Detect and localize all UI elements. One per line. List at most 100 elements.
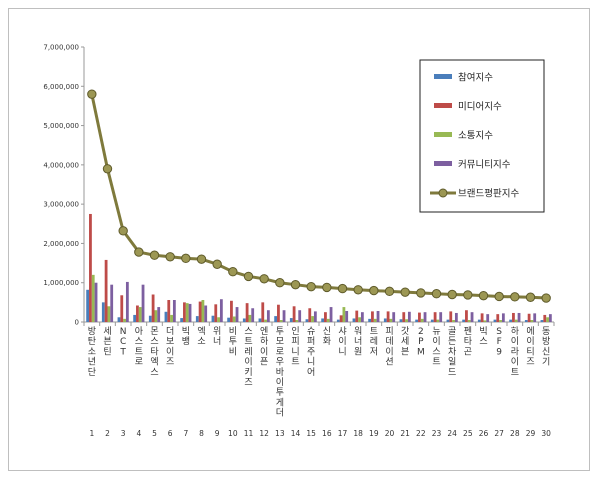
legend-label: 미디어지수 <box>458 102 502 113</box>
bar <box>345 311 349 322</box>
bar <box>342 307 346 322</box>
bar <box>86 289 90 322</box>
bar <box>324 312 327 322</box>
x-category-number: 11 <box>244 429 254 438</box>
bar <box>423 312 427 322</box>
bar <box>352 318 356 322</box>
bar <box>439 312 443 322</box>
y-tick-label: 3,000,000 <box>43 201 79 209</box>
y-tick-label: 7,000,000 <box>43 44 79 52</box>
brand-index-point <box>353 285 363 295</box>
bar <box>157 307 161 322</box>
bar <box>496 314 500 322</box>
bar <box>420 318 424 322</box>
brand-index-point <box>290 279 301 290</box>
x-category-number: 13 <box>275 429 285 438</box>
bar <box>110 284 114 322</box>
y-tick-label: 4,000,000 <box>43 161 79 169</box>
legend-swatch <box>434 74 452 79</box>
bar <box>418 312 421 322</box>
bar <box>204 305 208 322</box>
bar <box>282 310 286 322</box>
bar <box>89 213 92 322</box>
bar <box>383 318 387 322</box>
brand-index-point <box>243 271 254 282</box>
bar <box>470 312 474 322</box>
legend-label: 소통지수 <box>458 131 493 142</box>
bar <box>274 316 278 322</box>
bar <box>107 306 111 322</box>
brand-index-point <box>384 286 395 297</box>
bar <box>248 314 252 322</box>
brand-index-point <box>337 283 348 294</box>
bar <box>386 311 390 322</box>
bar <box>289 318 293 322</box>
bar <box>389 318 393 322</box>
brand-index-point <box>416 288 426 298</box>
bar <box>509 319 513 322</box>
x-category-number: 16 <box>322 429 332 438</box>
brand-index-point <box>431 289 442 299</box>
bar <box>172 300 176 322</box>
bar <box>501 313 505 322</box>
bar <box>371 311 374 322</box>
brand-index-point <box>400 287 410 297</box>
bar <box>185 303 189 322</box>
bar <box>94 282 98 322</box>
y-tick-label: 0 <box>75 319 79 327</box>
bar <box>368 318 372 322</box>
brand-index-point <box>212 259 222 269</box>
bar <box>298 310 302 322</box>
x-category-number: 5 <box>152 429 157 438</box>
brand-index-point <box>541 293 551 303</box>
x-category-number: 18 <box>353 429 363 438</box>
bar <box>499 320 502 322</box>
brand-index-point <box>447 289 457 300</box>
bar <box>454 312 458 322</box>
bar <box>548 314 552 322</box>
bar <box>232 316 236 322</box>
y-tick-label: 2,000,000 <box>43 240 79 248</box>
bar <box>151 294 155 322</box>
bar <box>167 300 171 322</box>
bar <box>358 317 361 322</box>
x-category-number: 3 <box>121 429 126 438</box>
bar <box>227 317 231 322</box>
bar <box>512 312 515 322</box>
x-category-number: 22 <box>416 429 426 438</box>
bar <box>308 308 312 322</box>
bar <box>120 295 124 322</box>
bar <box>533 313 537 322</box>
x-category-number: 23 <box>432 429 442 438</box>
brand-index-point <box>306 281 316 292</box>
bar <box>360 312 364 322</box>
bar <box>277 304 280 322</box>
x-category-number: 14 <box>291 429 301 438</box>
bar <box>264 319 267 322</box>
bar <box>540 320 544 322</box>
bar <box>211 315 215 322</box>
brand-index-point <box>196 254 207 264</box>
x-category-number: 21 <box>400 429 410 438</box>
bar <box>480 313 484 322</box>
bar <box>235 307 239 322</box>
brand-index-point <box>259 274 269 284</box>
x-category-number: 17 <box>338 429 348 438</box>
bar <box>483 320 487 322</box>
x-category-number: 9 <box>215 429 220 438</box>
bar <box>251 308 255 322</box>
bar <box>230 300 233 322</box>
bar <box>336 319 340 322</box>
